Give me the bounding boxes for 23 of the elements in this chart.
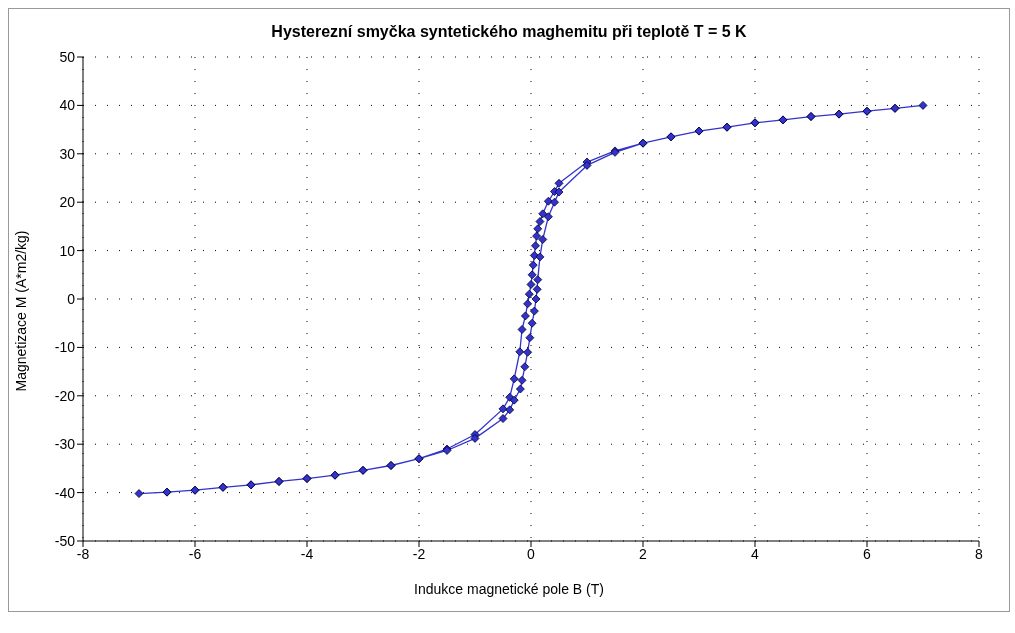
y-tick-label: -50 [54,532,76,549]
chart-title: Hysterezní smyčka syntetického maghemitu při teplotě T = 5 K [270,22,748,41]
x-tick-label: -8 [76,545,90,562]
x-tick-label: -6 [188,545,202,562]
y-axis-title: Magnetizace M (A*m2/kg) [13,230,29,392]
x-tick-label: -4 [300,545,314,562]
x-tick-label: 0 [527,545,536,562]
x-tick-label: 2 [639,545,648,562]
x-tick-label: 4 [751,545,760,562]
y-tick-label: -30 [54,436,76,453]
y-tick-label: -40 [54,484,76,501]
x-tick-label: 6 [863,545,872,562]
x-axis-title: Indukce magnetické pole B (T) [413,581,605,599]
y-tick-label: 10 [59,242,76,259]
x-tick-label: -2 [412,545,426,562]
y-tick-label: 0 [67,290,76,307]
x-tick-label: 8 [975,545,984,562]
y-tick-label: 40 [59,97,76,114]
y-tick-label: 20 [59,194,76,211]
y-tick-label: 30 [59,145,76,162]
y-tick-label: 50 [59,48,76,65]
y-tick-label: -10 [54,339,76,356]
y-tick-label: -20 [54,387,76,404]
